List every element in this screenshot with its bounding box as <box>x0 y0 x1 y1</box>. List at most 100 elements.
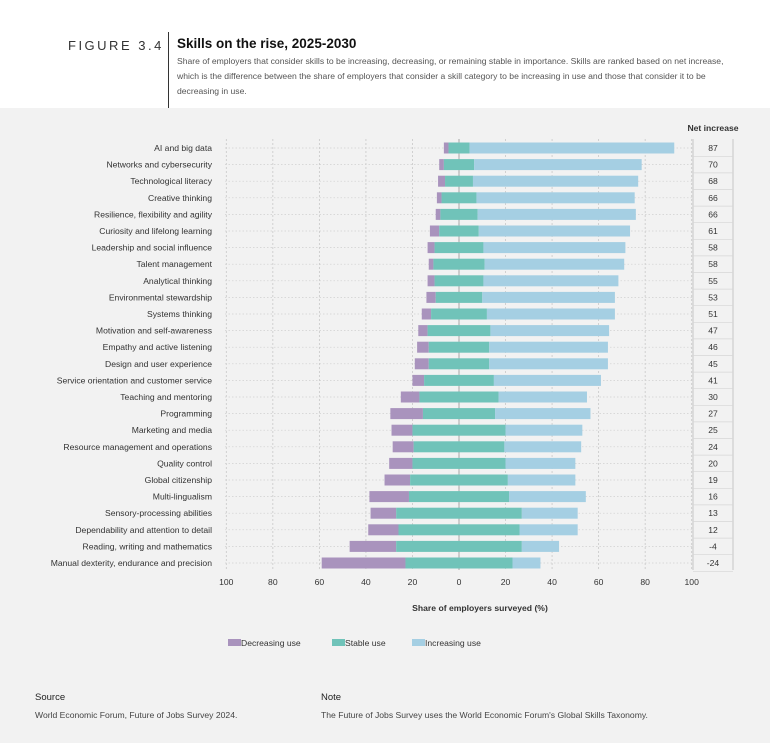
bar-stable <box>448 142 470 154</box>
bar-increasing <box>482 291 615 303</box>
net-increase-value: 66 <box>708 209 718 219</box>
bar-increasing <box>507 474 576 486</box>
net-increase-value: 61 <box>708 226 718 236</box>
bar-increasing <box>486 308 615 320</box>
category-label: Sensory-processing abilities <box>105 508 212 518</box>
category-label: Dependability and attention to detail <box>75 525 212 535</box>
bar-increasing <box>521 540 560 552</box>
category-label: Quality control <box>157 458 212 468</box>
bar-decreasing <box>426 291 436 303</box>
net-increase-value: 58 <box>708 259 718 269</box>
bar-decreasing <box>412 374 425 386</box>
bar-decreasing <box>391 424 413 436</box>
category-label: Resilience, flexibility and agility <box>94 209 213 219</box>
x-tick-label: 80 <box>268 577 278 587</box>
bar-increasing <box>472 175 639 187</box>
bar-increasing <box>505 457 576 469</box>
figure-footer: Source World Economic Forum, Future of J… <box>0 678 770 743</box>
bar-decreasing <box>438 175 446 187</box>
bar-increasing <box>489 358 608 370</box>
net-increase-value: 58 <box>708 243 718 253</box>
bar-stable <box>428 341 490 353</box>
header-divider <box>168 32 169 108</box>
bar-decreasing <box>369 491 409 503</box>
category-label: Analytical thinking <box>143 276 212 286</box>
bar-stable <box>440 208 478 220</box>
bar-stable <box>434 275 484 287</box>
net-increase-value: 16 <box>708 492 718 502</box>
skills-chart: 100 80 60 40 20 0 20 40 60 80 100 Net increase AI an… <box>51 123 739 648</box>
x-tick-label: 100 <box>219 577 234 587</box>
net-increase-value: -4 <box>709 541 717 551</box>
bar-stable <box>431 308 487 320</box>
net-increase-value: 46 <box>708 342 718 352</box>
bar-increasing <box>519 524 578 536</box>
bar-stable <box>419 391 499 403</box>
bar-stable <box>398 524 520 536</box>
bar-stable <box>408 491 510 503</box>
legend-swatch <box>332 639 345 646</box>
net-increase-value: 70 <box>708 160 718 170</box>
net-increase-value: 25 <box>708 425 718 435</box>
bar-stable <box>428 358 490 370</box>
bar-decreasing <box>421 308 432 320</box>
chart-area <box>0 108 770 678</box>
bar-stable <box>433 258 485 270</box>
bar-increasing <box>489 341 608 353</box>
net-increase-value: 55 <box>708 276 718 286</box>
category-label: Design and user experience <box>105 359 212 369</box>
bar-stable <box>410 474 508 486</box>
net-increase-value: 19 <box>708 475 718 485</box>
net-increase-value: 13 <box>708 508 718 518</box>
category-label: Global citizenship <box>145 475 213 485</box>
figure-title: Skills on the rise, 2025-2030 <box>177 36 357 51</box>
source-text: World Economic Forum, Future of Jobs Sur… <box>35 710 238 720</box>
net-increase-value: 30 <box>708 392 718 402</box>
category-label: Empathy and active listening <box>103 342 213 352</box>
bar-stable <box>413 441 505 453</box>
net-increase-value: -24 <box>707 558 720 568</box>
category-label: Technological literacy <box>130 176 212 186</box>
category-label: Environmental stewardship <box>109 292 212 302</box>
bar-decreasing <box>427 242 435 254</box>
net-increase-header: Net increase <box>687 123 738 133</box>
bar-decreasing <box>436 192 442 204</box>
category-label: Teaching and mentoring <box>120 392 212 402</box>
category-label: Talent management <box>137 259 213 269</box>
bar-stable <box>443 159 475 171</box>
figure-label: FIGURE 3.4 <box>68 38 164 53</box>
category-label: Multi-lingualism <box>153 492 212 502</box>
category-label: Service orientation and customer service <box>57 375 212 385</box>
bar-increasing <box>493 374 601 386</box>
bar-increasing <box>477 208 636 220</box>
bar-decreasing <box>384 474 411 486</box>
category-label: Leadership and social influence <box>92 243 213 253</box>
category-label: Curiosity and lifelong learning <box>99 226 212 236</box>
bar-decreasing <box>439 159 444 171</box>
x-tick-label: 40 <box>547 577 557 587</box>
net-increase-value: 45 <box>708 359 718 369</box>
bar-decreasing <box>427 275 435 287</box>
net-increase-value: 41 <box>708 375 718 385</box>
x-axis-label: Share of employers surveyed (%) <box>412 603 548 613</box>
bar-increasing <box>495 408 591 420</box>
source-heading: Source <box>35 692 66 703</box>
bar-increasing <box>484 258 625 270</box>
bar-stable <box>427 325 491 337</box>
bar-decreasing <box>400 391 420 403</box>
bar-increasing <box>476 192 635 204</box>
x-tick-label: 20 <box>408 577 418 587</box>
bar-decreasing <box>429 225 440 237</box>
bar-decreasing <box>418 325 428 337</box>
bar-stable <box>435 291 483 303</box>
x-tick-label: 60 <box>594 577 604 587</box>
figure-header: FIGURE 3.4 Skills on the rise, 2025-2030… <box>0 0 770 108</box>
net-increase-value: 53 <box>708 292 718 302</box>
bar-increasing <box>490 325 610 337</box>
bar-increasing <box>521 507 578 519</box>
x-tick-label: 0 <box>457 577 462 587</box>
bar-stable <box>439 225 479 237</box>
net-increase-value: 12 <box>708 525 718 535</box>
bar-increasing <box>505 424 583 436</box>
net-increase-value: 66 <box>708 193 718 203</box>
